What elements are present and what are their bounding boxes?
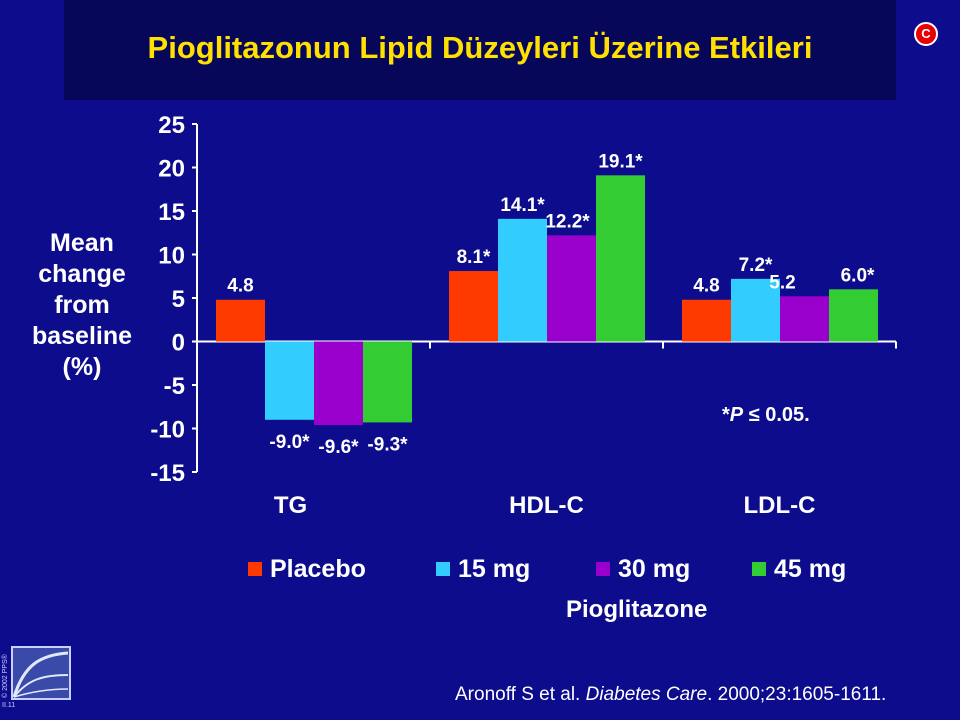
bar	[780, 296, 829, 342]
x-category-label: LDL-C	[744, 492, 816, 519]
y-axis-label: Mean change from baseline (%)	[22, 228, 142, 383]
y-axis-label-line: change	[38, 260, 126, 288]
x-category-label: TG	[274, 492, 307, 519]
bar	[596, 175, 645, 342]
y-tick-label: 25	[158, 112, 185, 139]
data-label: 6.0*	[841, 265, 875, 286]
citation: Aronoff S et al. Diabetes Care. 2000;23:…	[455, 684, 886, 706]
legend-label: 45 mg	[774, 555, 847, 583]
y-axis-label-line: (%)	[62, 353, 102, 381]
data-label: 7.2*	[739, 255, 773, 276]
legend-group-label: Pioglitazone	[566, 596, 708, 623]
y-tick-label: 5	[172, 286, 185, 313]
data-label: 19.1*	[598, 151, 643, 172]
data-label: 8.1*	[457, 247, 491, 268]
significance-var: P	[729, 404, 744, 426]
c-badge-icon: C	[914, 22, 938, 46]
logo-icon	[11, 646, 71, 700]
y-tick-label: -5	[164, 373, 185, 400]
data-label: 4.8	[227, 276, 253, 297]
y-tick-label: 15	[158, 199, 185, 226]
slide-title: Pioglitazonun Lipid Düzeyleri Üzerine Et…	[147, 30, 813, 65]
data-label: -9.6*	[318, 437, 359, 458]
citation-journal: Diabetes Care	[585, 684, 708, 705]
data-label: 5.2	[769, 272, 795, 293]
data-label: -9.3*	[367, 434, 408, 455]
legend-label: 30 mg	[618, 555, 691, 583]
data-label: 12.2*	[545, 211, 590, 232]
y-tick-label: -10	[150, 417, 185, 444]
bar	[498, 218, 547, 342]
y-tick-label: 0	[172, 330, 185, 357]
y-tick-label: 10	[158, 243, 185, 270]
y-axis-label-line: Mean	[50, 229, 114, 257]
data-label: -9.0*	[269, 432, 310, 453]
significance-prefix: *	[722, 404, 730, 426]
legend-swatch	[596, 562, 610, 576]
y-tick-label: 20	[158, 156, 185, 183]
bar	[314, 341, 363, 426]
bar	[682, 299, 731, 342]
bar	[449, 271, 498, 342]
title-banner: Pioglitazonun Lipid Düzeyleri Üzerine Et…	[64, 0, 896, 100]
bar	[363, 341, 412, 423]
significance-rest: ≤ 0.05.	[743, 404, 810, 426]
y-tick-label: -15	[150, 460, 185, 487]
slide-id: II.11	[2, 702, 16, 709]
legend-swatch	[752, 562, 766, 576]
bar	[731, 278, 780, 342]
x-category-label: HDL-C	[509, 492, 584, 519]
y-axis-label-line: baseline	[31, 322, 133, 350]
significance-note: *P ≤ 0.05.	[722, 404, 810, 427]
citation-authors: Aronoff S et al.	[455, 684, 586, 705]
bar	[829, 289, 878, 342]
copyright-text: © 2002 PPS®	[2, 654, 9, 698]
bar	[216, 299, 265, 342]
data-label: 14.1*	[500, 195, 545, 216]
legend-swatch	[436, 562, 450, 576]
legend-label: Placebo	[270, 555, 366, 583]
bar	[547, 235, 596, 342]
bar	[265, 341, 314, 420]
data-label: 4.8	[693, 276, 719, 297]
legend-label: 15 mg	[458, 555, 531, 583]
y-axis-label-line: from	[54, 291, 110, 319]
citation-rest: . 2000;23:1605-1611.	[707, 684, 887, 705]
legend-swatch	[248, 562, 262, 576]
